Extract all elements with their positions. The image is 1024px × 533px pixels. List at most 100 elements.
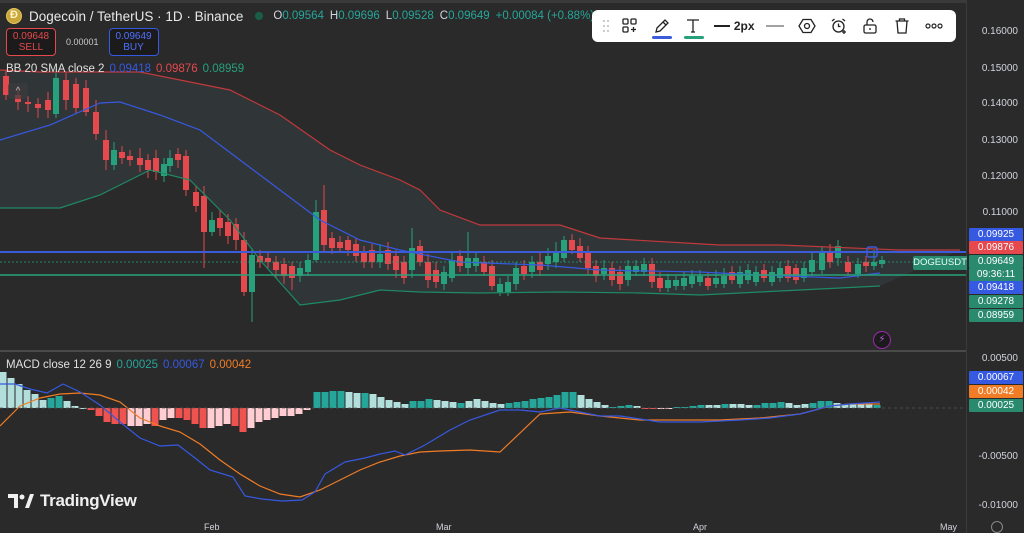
candle-body [601, 268, 607, 274]
time-label: Mar [436, 522, 452, 532]
candle-body [625, 266, 631, 280]
candle-body [553, 252, 559, 262]
macd-histogram-bar [465, 401, 473, 408]
spread-value: 0.00001 [66, 37, 99, 47]
macd-histogram-bar [159, 408, 167, 420]
macd-histogram-bar [247, 408, 255, 428]
price-scale[interactable]: 0.16000 0.15000 0.14000 0.13000 0.12000 … [966, 0, 1024, 533]
pencil-icon[interactable] [646, 12, 678, 40]
candle-body [819, 252, 825, 270]
macd-histogram-bar [361, 393, 369, 408]
candle-body [241, 240, 247, 292]
chart-canvas[interactable] [0, 0, 966, 533]
lightning-icon[interactable]: ⚡ [873, 331, 891, 349]
macd-histogram-bar [529, 399, 537, 408]
candle-body [673, 280, 679, 286]
candle-body [53, 78, 59, 114]
bb-lower-badge: 0.08959 [969, 309, 1023, 322]
macd-histogram-bar [705, 405, 713, 408]
candle-body [233, 224, 239, 240]
macd-histogram-bar [625, 405, 633, 408]
candle-body [489, 266, 495, 286]
candle-body [561, 240, 567, 258]
line-width-button[interactable]: 2px [709, 12, 759, 40]
candle-body [385, 250, 391, 264]
candle-body [161, 164, 167, 176]
trash-icon[interactable] [886, 12, 918, 40]
candle-body [193, 192, 199, 206]
macd-histogram-bar [7, 378, 15, 408]
time-axis[interactable]: Feb Mar Apr May [0, 522, 966, 533]
candle-body [377, 254, 383, 262]
candle-body [93, 112, 99, 134]
macd-histogram-bar [71, 406, 79, 408]
symbol-title[interactable]: Dogecoin / TetherUS · 1D · Binance [29, 8, 244, 24]
line-anchor-handle[interactable] [866, 246, 878, 258]
macd-histogram-bar [609, 407, 617, 408]
macd-tick: -0.00500 [978, 451, 1018, 462]
candle-body [45, 100, 51, 110]
macd-histogram-bar [191, 408, 199, 424]
macd-histogram-bar [593, 402, 601, 408]
bb-lower-value: 0.08959 [202, 63, 245, 75]
candle-body [103, 140, 109, 160]
drag-handle-icon[interactable] [598, 12, 614, 40]
macd-histogram-bar [377, 397, 385, 408]
text-icon[interactable] [678, 12, 710, 40]
macd-histogram-bar [689, 406, 697, 408]
candle-body [633, 266, 639, 272]
candle-body [737, 272, 743, 284]
settings-hexagon-icon[interactable] [791, 12, 823, 40]
macd-histogram-bar [0, 372, 7, 408]
candle-body [167, 158, 173, 166]
macd-histogram-bar [63, 401, 71, 408]
macd-histogram-bar [505, 403, 513, 408]
candle-body [569, 240, 575, 250]
sell-button[interactable]: 0.09648 SELL [6, 28, 56, 56]
macd-histogram-bar [321, 392, 329, 408]
macd-legend[interactable]: MACD close 12 26 9 0.00025 0.00067 0.000… [6, 359, 251, 371]
candle-body [83, 88, 89, 112]
macd-histogram-bar [95, 408, 103, 416]
candle-body [697, 276, 703, 282]
pane-divider[interactable] [0, 350, 1024, 352]
candle-body [289, 266, 295, 278]
candle-body [217, 218, 223, 228]
templates-icon[interactable] [614, 12, 646, 40]
chart-settings-icon[interactable] [991, 521, 1003, 533]
macd-histogram-bar [15, 384, 23, 408]
candle-body [585, 252, 591, 268]
candle-body [809, 260, 815, 272]
candle-body [761, 270, 767, 278]
tradingview-logo-icon [8, 494, 34, 508]
candle-body [777, 268, 783, 278]
macd-histogram-bar [401, 404, 409, 408]
macd-histogram-bar [353, 393, 361, 408]
candle-body [409, 248, 415, 270]
candle-body [657, 278, 663, 288]
macd-histogram-bar [393, 402, 401, 408]
candle-body [127, 156, 133, 160]
symbol-price-tag: DOGEUSDT [913, 256, 967, 270]
candle-body [329, 238, 335, 248]
candle-body [641, 264, 647, 272]
horizontal-line-low-badge: 0.09278 [969, 295, 1023, 308]
candle-body [175, 154, 181, 160]
drawing-toolbar: 2px [592, 10, 956, 42]
chart-area[interactable] [0, 0, 966, 533]
macd-histogram-bar [47, 398, 55, 408]
macd-histogram-bar [737, 404, 745, 408]
window-top-border [0, 0, 1024, 3]
candle-body [353, 244, 359, 256]
price-tick: 0.15000 [981, 63, 1018, 74]
alarm-add-icon[interactable] [823, 12, 855, 40]
unlock-icon[interactable] [855, 12, 887, 40]
bb-lower-line [0, 169, 881, 306]
more-icon[interactable] [918, 12, 950, 40]
bb-legend[interactable]: BB 20 SMA close 2 0.09418 0.09876 0.0895… [6, 63, 244, 75]
collapse-legend-button[interactable]: ^ [8, 83, 28, 99]
macd-histogram-bar [569, 392, 577, 408]
buy-button[interactable]: 0.09649 BUY [108, 28, 159, 56]
line-style-icon[interactable] [759, 12, 791, 40]
macd-histogram-bar [111, 408, 119, 424]
